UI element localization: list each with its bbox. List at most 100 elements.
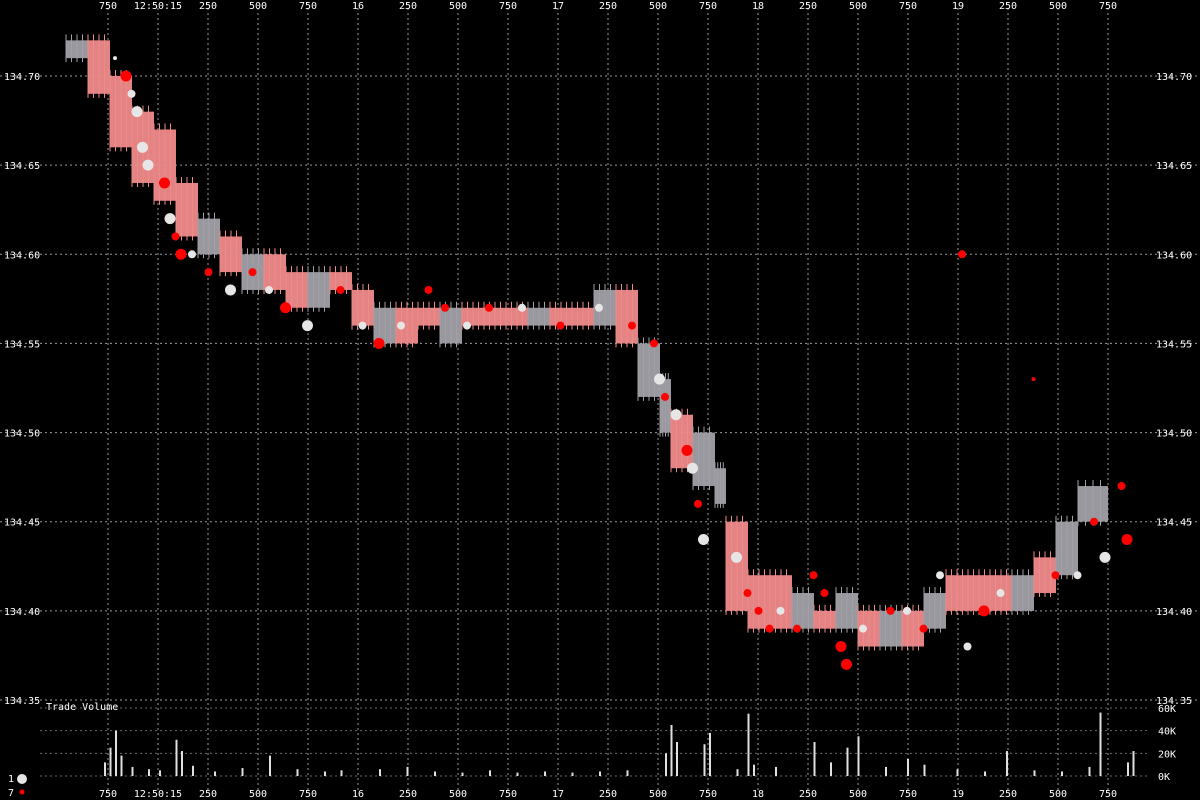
time-tick-label: 250 [399, 1, 417, 12]
volume-bar [115, 730, 117, 776]
sell-trade-marker [859, 624, 867, 633]
volume-bar [846, 747, 849, 776]
volume-bar [813, 742, 816, 776]
price-tick-label: 134.45 [1156, 518, 1192, 529]
buy-trade-marker [650, 339, 658, 348]
volume-bar [857, 736, 860, 776]
time-tick-label: 250 [199, 1, 217, 12]
buy-trade-marker [175, 248, 187, 260]
buy-trade-marker [681, 444, 693, 456]
buy-trade-marker [556, 321, 565, 330]
volume-bar [104, 762, 106, 776]
legend-buy-count: 7 [8, 788, 14, 799]
volume-tick-label: 20K [1158, 749, 1176, 760]
volume-bar [181, 751, 183, 776]
volume-bar [379, 769, 381, 776]
time-tick-label: 500 [1049, 1, 1067, 12]
buy-trade-marker [809, 571, 818, 580]
sell-trade-marker [188, 250, 196, 259]
time-tick-label: 500 [1049, 789, 1067, 800]
volume-bar [269, 755, 271, 776]
time-tick-label: 750 [299, 1, 317, 12]
sell-trade-marker [137, 141, 148, 153]
price-axis-right: 134.35 134.40 134.45 134.50 134.55 134.60 134.… [1156, 72, 1192, 707]
price-tick-label: 134.45 [4, 518, 40, 529]
price-tick-label: 134.70 [4, 72, 40, 83]
sell-trade-marker [397, 321, 405, 330]
volume-bar [830, 762, 832, 776]
sell-trade-marker [595, 303, 603, 312]
sell-trade-marker [776, 606, 785, 615]
volume-bar [1006, 751, 1008, 776]
sell-trade-marker [936, 571, 944, 580]
time-tick-label: 16 [352, 789, 364, 800]
price-tick-label: 134.65 [4, 161, 40, 172]
time-tick-label: 250 [999, 789, 1017, 800]
time-tick-label: 500 [449, 1, 467, 12]
sell-trade-marker [1073, 571, 1082, 580]
volume-tick-label: 40K [1158, 727, 1176, 738]
volume-bar [296, 769, 299, 776]
buy-trade-marker [841, 658, 852, 670]
buy-trade-marker [835, 641, 847, 653]
time-tick-label: 750 [99, 789, 117, 800]
volume-bar [1099, 712, 1102, 776]
price-axis-left: 134.35 134.40 134.45 134.50 134.55 134.60 134.… [4, 72, 40, 707]
buy-trade-marker [159, 177, 170, 189]
legend-sell-count: 1 [8, 774, 14, 785]
volume-bar [406, 766, 409, 776]
volume-bar [907, 759, 909, 776]
volume-bar [131, 766, 134, 776]
time-tick-label: 250 [999, 1, 1017, 12]
volume-bar [214, 771, 216, 776]
volume-bar [984, 771, 986, 776]
time-tick-label: 750 [299, 789, 317, 800]
volume-bar [1132, 751, 1135, 776]
trade-markers-layer [113, 56, 1133, 670]
time-tick-label: 250 [799, 1, 817, 12]
price-tick-label: 134.55 [4, 339, 40, 350]
time-tick-label: 18 [752, 789, 764, 800]
time-tick-label: 750 [699, 1, 717, 12]
sell-trade-marker [670, 409, 682, 421]
volume-bar [192, 765, 194, 776]
time-tick-label: 17 [552, 789, 564, 800]
buy-trade-marker [628, 321, 636, 330]
sell-trade-marker [996, 589, 1005, 598]
volume-bar [1127, 762, 1129, 776]
time-tick-label: 500 [649, 789, 667, 800]
time-tick-label: 19 [952, 1, 964, 12]
buy-trade-marker [120, 70, 132, 82]
volume-bar [1061, 771, 1063, 776]
volume-bar [120, 755, 123, 776]
time-tick-label: 500 [849, 1, 867, 12]
time-tick-label: 12:50:15 [134, 1, 182, 12]
time-tick-label: 750 [1099, 1, 1117, 12]
time-axis-top: 750 12:50:15 250 500 750 16 250 500 750 17 250 500 7… [99, 1, 1117, 12]
time-tick-label: 250 [399, 789, 417, 800]
volume-bar [489, 770, 491, 776]
price-tick-label: 134.35 [4, 696, 40, 707]
volume-bar [747, 713, 750, 776]
sell-trade-marker [164, 213, 176, 225]
buy-trade-marker [820, 589, 829, 598]
trade-volume-panel: Trade Volume 0K 20K 40K 60K [46, 702, 1176, 783]
time-tick-label: 17 [552, 1, 564, 12]
volume-bar [571, 772, 574, 776]
sell-trade-marker [687, 462, 698, 474]
buy-trade-marker [280, 302, 291, 314]
volume-bar [434, 771, 436, 776]
volume-bar [175, 739, 178, 776]
volume-bar [159, 770, 161, 776]
volume-bar [109, 747, 112, 776]
buy-trade-marker [204, 268, 213, 277]
price-tick-label: 134.60 [4, 250, 40, 261]
buy-trade-marker [978, 605, 990, 617]
sell-trade-marker [265, 285, 273, 294]
sell-trade-marker [903, 606, 911, 615]
volume-bar [676, 742, 678, 776]
volume-bar [885, 766, 887, 776]
buy-trade-marker [886, 606, 895, 615]
buy-trade-marker [1090, 517, 1098, 526]
